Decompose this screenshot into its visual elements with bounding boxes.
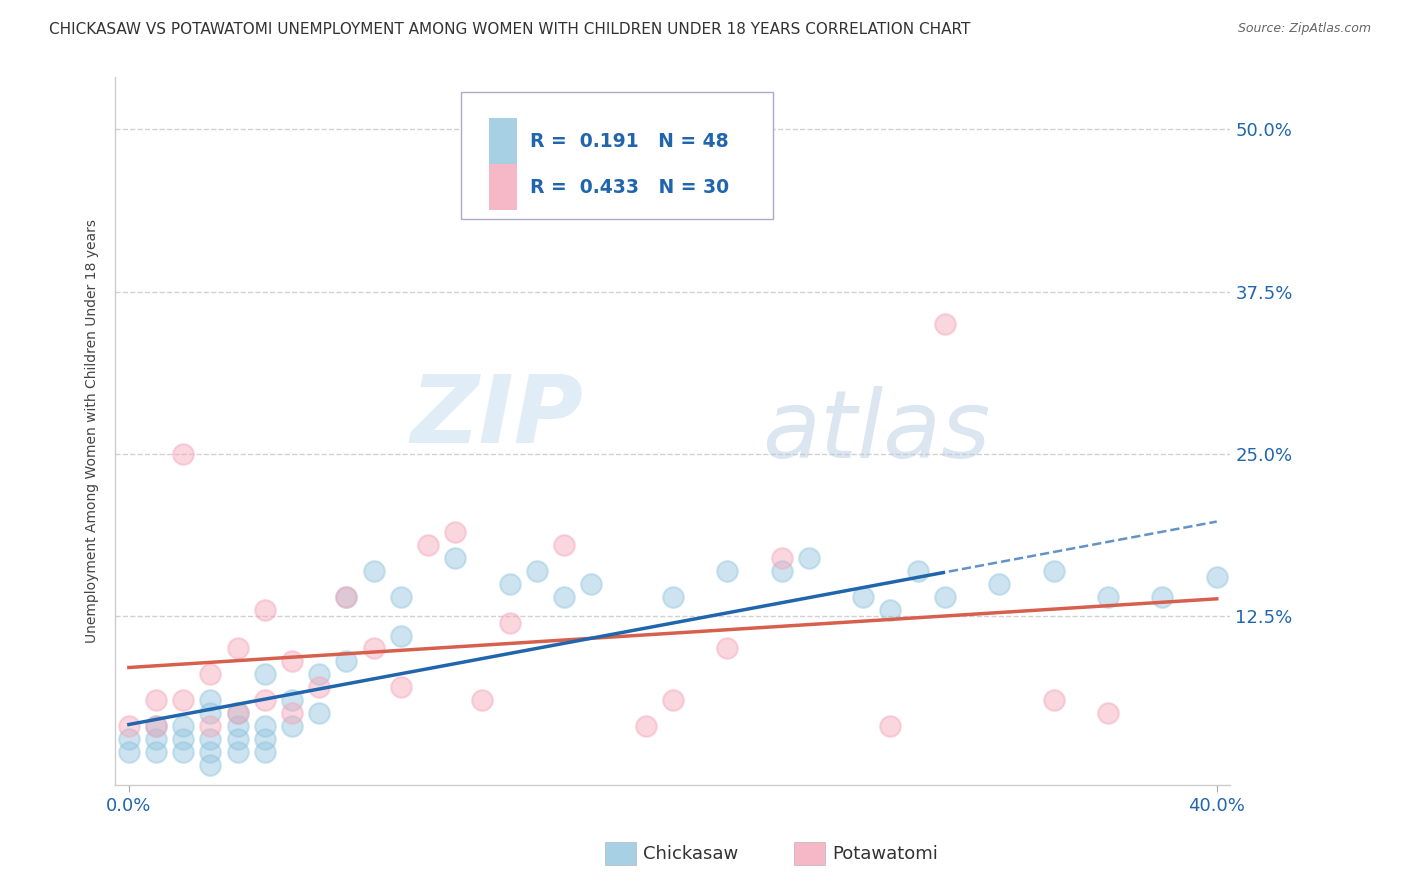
Point	[716, 641, 738, 656]
Point	[444, 550, 467, 565]
Point	[253, 745, 276, 759]
Point	[852, 590, 875, 604]
Point	[335, 590, 357, 604]
Point	[1042, 693, 1064, 707]
Point	[553, 590, 575, 604]
Point	[879, 719, 901, 733]
Point	[662, 590, 685, 604]
Point	[172, 693, 194, 707]
Point	[335, 590, 357, 604]
Point	[1042, 564, 1064, 578]
Point	[579, 576, 602, 591]
Point	[200, 667, 222, 681]
Point	[118, 745, 141, 759]
Point	[770, 550, 793, 565]
Point	[934, 590, 956, 604]
Point	[200, 719, 222, 733]
Point	[200, 758, 222, 772]
Point	[471, 693, 494, 707]
Point	[934, 317, 956, 331]
FancyBboxPatch shape	[461, 92, 773, 219]
Point	[1097, 706, 1119, 721]
Point	[226, 706, 249, 721]
Point	[226, 641, 249, 656]
Point	[281, 719, 304, 733]
Point	[498, 576, 520, 591]
Point	[118, 719, 141, 733]
Point	[145, 719, 167, 733]
Point	[253, 732, 276, 747]
Point	[226, 732, 249, 747]
Point	[281, 706, 304, 721]
Text: ZIP: ZIP	[411, 371, 583, 463]
Point	[145, 719, 167, 733]
Point	[226, 719, 249, 733]
Point	[226, 745, 249, 759]
Point	[662, 693, 685, 707]
Point	[226, 706, 249, 721]
Point	[308, 667, 330, 681]
Text: Chickasaw: Chickasaw	[643, 845, 738, 863]
Point	[253, 693, 276, 707]
Point	[716, 564, 738, 578]
Point	[145, 732, 167, 747]
Point	[797, 550, 820, 565]
Point	[172, 745, 194, 759]
Point	[389, 681, 412, 695]
Text: atlas: atlas	[762, 385, 990, 476]
Point	[1152, 590, 1174, 604]
Point	[200, 732, 222, 747]
Point	[253, 602, 276, 616]
Point	[253, 667, 276, 681]
Point	[308, 706, 330, 721]
Point	[200, 706, 222, 721]
Point	[1097, 590, 1119, 604]
Point	[553, 538, 575, 552]
Y-axis label: Unemployment Among Women with Children Under 18 years: Unemployment Among Women with Children U…	[86, 219, 100, 643]
Point	[363, 564, 385, 578]
Point	[335, 655, 357, 669]
Text: Potawatomi: Potawatomi	[832, 845, 938, 863]
Text: Source: ZipAtlas.com: Source: ZipAtlas.com	[1237, 22, 1371, 36]
Point	[363, 641, 385, 656]
Point	[770, 564, 793, 578]
Point	[172, 719, 194, 733]
Point	[526, 564, 548, 578]
Point	[308, 681, 330, 695]
FancyBboxPatch shape	[489, 164, 516, 210]
Point	[416, 538, 439, 552]
Point	[281, 655, 304, 669]
Point	[389, 590, 412, 604]
Point	[907, 564, 929, 578]
Point	[444, 524, 467, 539]
Point	[389, 628, 412, 642]
Point	[498, 615, 520, 630]
Text: R =  0.191   N = 48: R = 0.191 N = 48	[530, 132, 728, 151]
Point	[281, 693, 304, 707]
Point	[172, 732, 194, 747]
Point	[253, 719, 276, 733]
Point	[634, 719, 657, 733]
Point	[879, 602, 901, 616]
Point	[200, 745, 222, 759]
Point	[172, 447, 194, 461]
Text: R =  0.433   N = 30: R = 0.433 N = 30	[530, 178, 730, 196]
Point	[145, 745, 167, 759]
Text: CHICKASAW VS POTAWATOMI UNEMPLOYMENT AMONG WOMEN WITH CHILDREN UNDER 18 YEARS CO: CHICKASAW VS POTAWATOMI UNEMPLOYMENT AMO…	[49, 22, 970, 37]
Point	[145, 693, 167, 707]
Point	[200, 693, 222, 707]
Point	[1205, 570, 1227, 584]
Point	[118, 732, 141, 747]
FancyBboxPatch shape	[489, 118, 516, 164]
Point	[988, 576, 1011, 591]
